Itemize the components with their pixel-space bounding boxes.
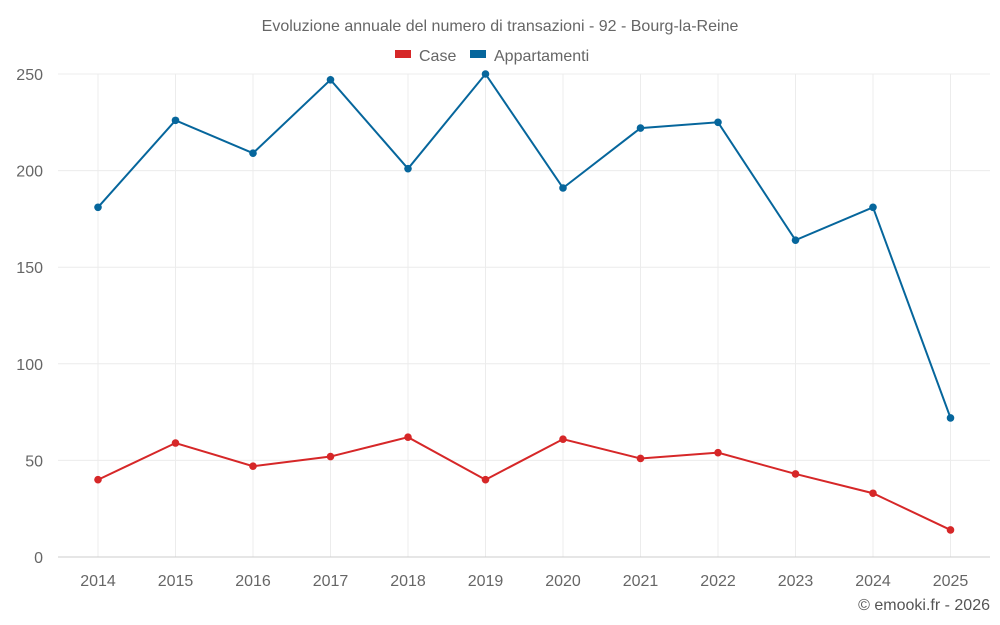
data-point-appartamenti-2023[interactable] <box>791 236 800 244</box>
data-point-appartamenti-2014[interactable] <box>94 203 102 212</box>
y-axis-ticks: 0 50 100 150 200 250 <box>16 67 43 567</box>
data-point-case-2015[interactable] <box>171 439 180 447</box>
data-point-appartamenti-2017[interactable] <box>326 75 335 84</box>
x-tick-label: 2016 <box>235 573 271 590</box>
x-tick-label: 2022 <box>700 573 736 590</box>
legend-swatch-case <box>395 50 411 58</box>
x-tick-label: 2017 <box>313 573 349 590</box>
data-point-case-2021[interactable] <box>636 454 645 463</box>
series-layer <box>94 70 955 534</box>
y-tick-label: 200 <box>16 164 43 181</box>
y-tick-label: 0 <box>34 550 43 567</box>
chart-title: Evoluzione annuale del numero di transaz… <box>262 18 739 35</box>
data-point-case-2016[interactable] <box>249 462 257 470</box>
data-point-appartamenti-2019[interactable] <box>481 70 490 78</box>
x-tick-label: 2021 <box>623 573 659 590</box>
series-line-case <box>97 436 951 531</box>
x-axis-ticks: 2014 2015 2016 2017 2018 2019 2020 2021 2022 2023… <box>80 573 968 590</box>
data-point-appartamenti-2024[interactable] <box>869 203 877 212</box>
data-point-appartamenti-2015[interactable] <box>171 116 180 125</box>
data-point-case-2025[interactable] <box>946 526 955 534</box>
data-point-appartamenti-2025[interactable] <box>946 414 955 422</box>
credit-text: © emooki.fr - 2026 <box>858 597 990 614</box>
data-point-appartamenti-2016[interactable] <box>249 149 257 158</box>
data-point-case-2018[interactable] <box>404 433 412 442</box>
data-point-case-2023[interactable] <box>791 470 800 478</box>
x-tick-label: 2020 <box>545 573 581 590</box>
legend-label-appartamenti: Appartamenti <box>494 48 589 65</box>
data-point-appartamenti-2020[interactable] <box>559 184 567 192</box>
x-tick-label: 2014 <box>80 573 116 590</box>
x-tick-label: 2015 <box>158 573 194 590</box>
x-tick-label: 2025 <box>933 573 969 590</box>
data-point-case-2019[interactable] <box>481 475 490 484</box>
series-case <box>94 433 955 534</box>
data-point-case-2014[interactable] <box>94 475 102 484</box>
data-point-appartamenti-2021[interactable] <box>636 124 645 132</box>
data-point-appartamenti-2022[interactable] <box>714 118 722 127</box>
legend-item-case[interactable]: Case <box>395 48 456 65</box>
legend-item-appartamenti[interactable]: Appartamenti <box>470 48 589 65</box>
legend: Case Appartamenti <box>395 48 589 65</box>
data-point-case-2024[interactable] <box>869 489 877 498</box>
legend-swatch-appartamenti <box>470 50 486 58</box>
x-tick-label: 2023 <box>778 573 814 590</box>
series-line-appartamenti <box>97 72 952 419</box>
y-tick-label: 150 <box>16 260 43 277</box>
y-tick-label: 250 <box>16 67 43 84</box>
legend-label-case: Case <box>419 48 456 65</box>
data-point-case-2020[interactable] <box>559 435 567 443</box>
data-point-appartamenti-2018[interactable] <box>404 164 412 173</box>
x-tick-label: 2019 <box>468 573 504 590</box>
data-point-case-2017[interactable] <box>326 452 335 461</box>
y-tick-label: 100 <box>16 357 43 374</box>
x-tick-label: 2018 <box>390 573 426 590</box>
data-point-case-2022[interactable] <box>714 448 722 457</box>
series-appartamenti <box>94 70 955 422</box>
x-tick-label: 2024 <box>855 573 891 590</box>
grid <box>58 73 990 557</box>
y-tick-label: 50 <box>25 453 43 470</box>
